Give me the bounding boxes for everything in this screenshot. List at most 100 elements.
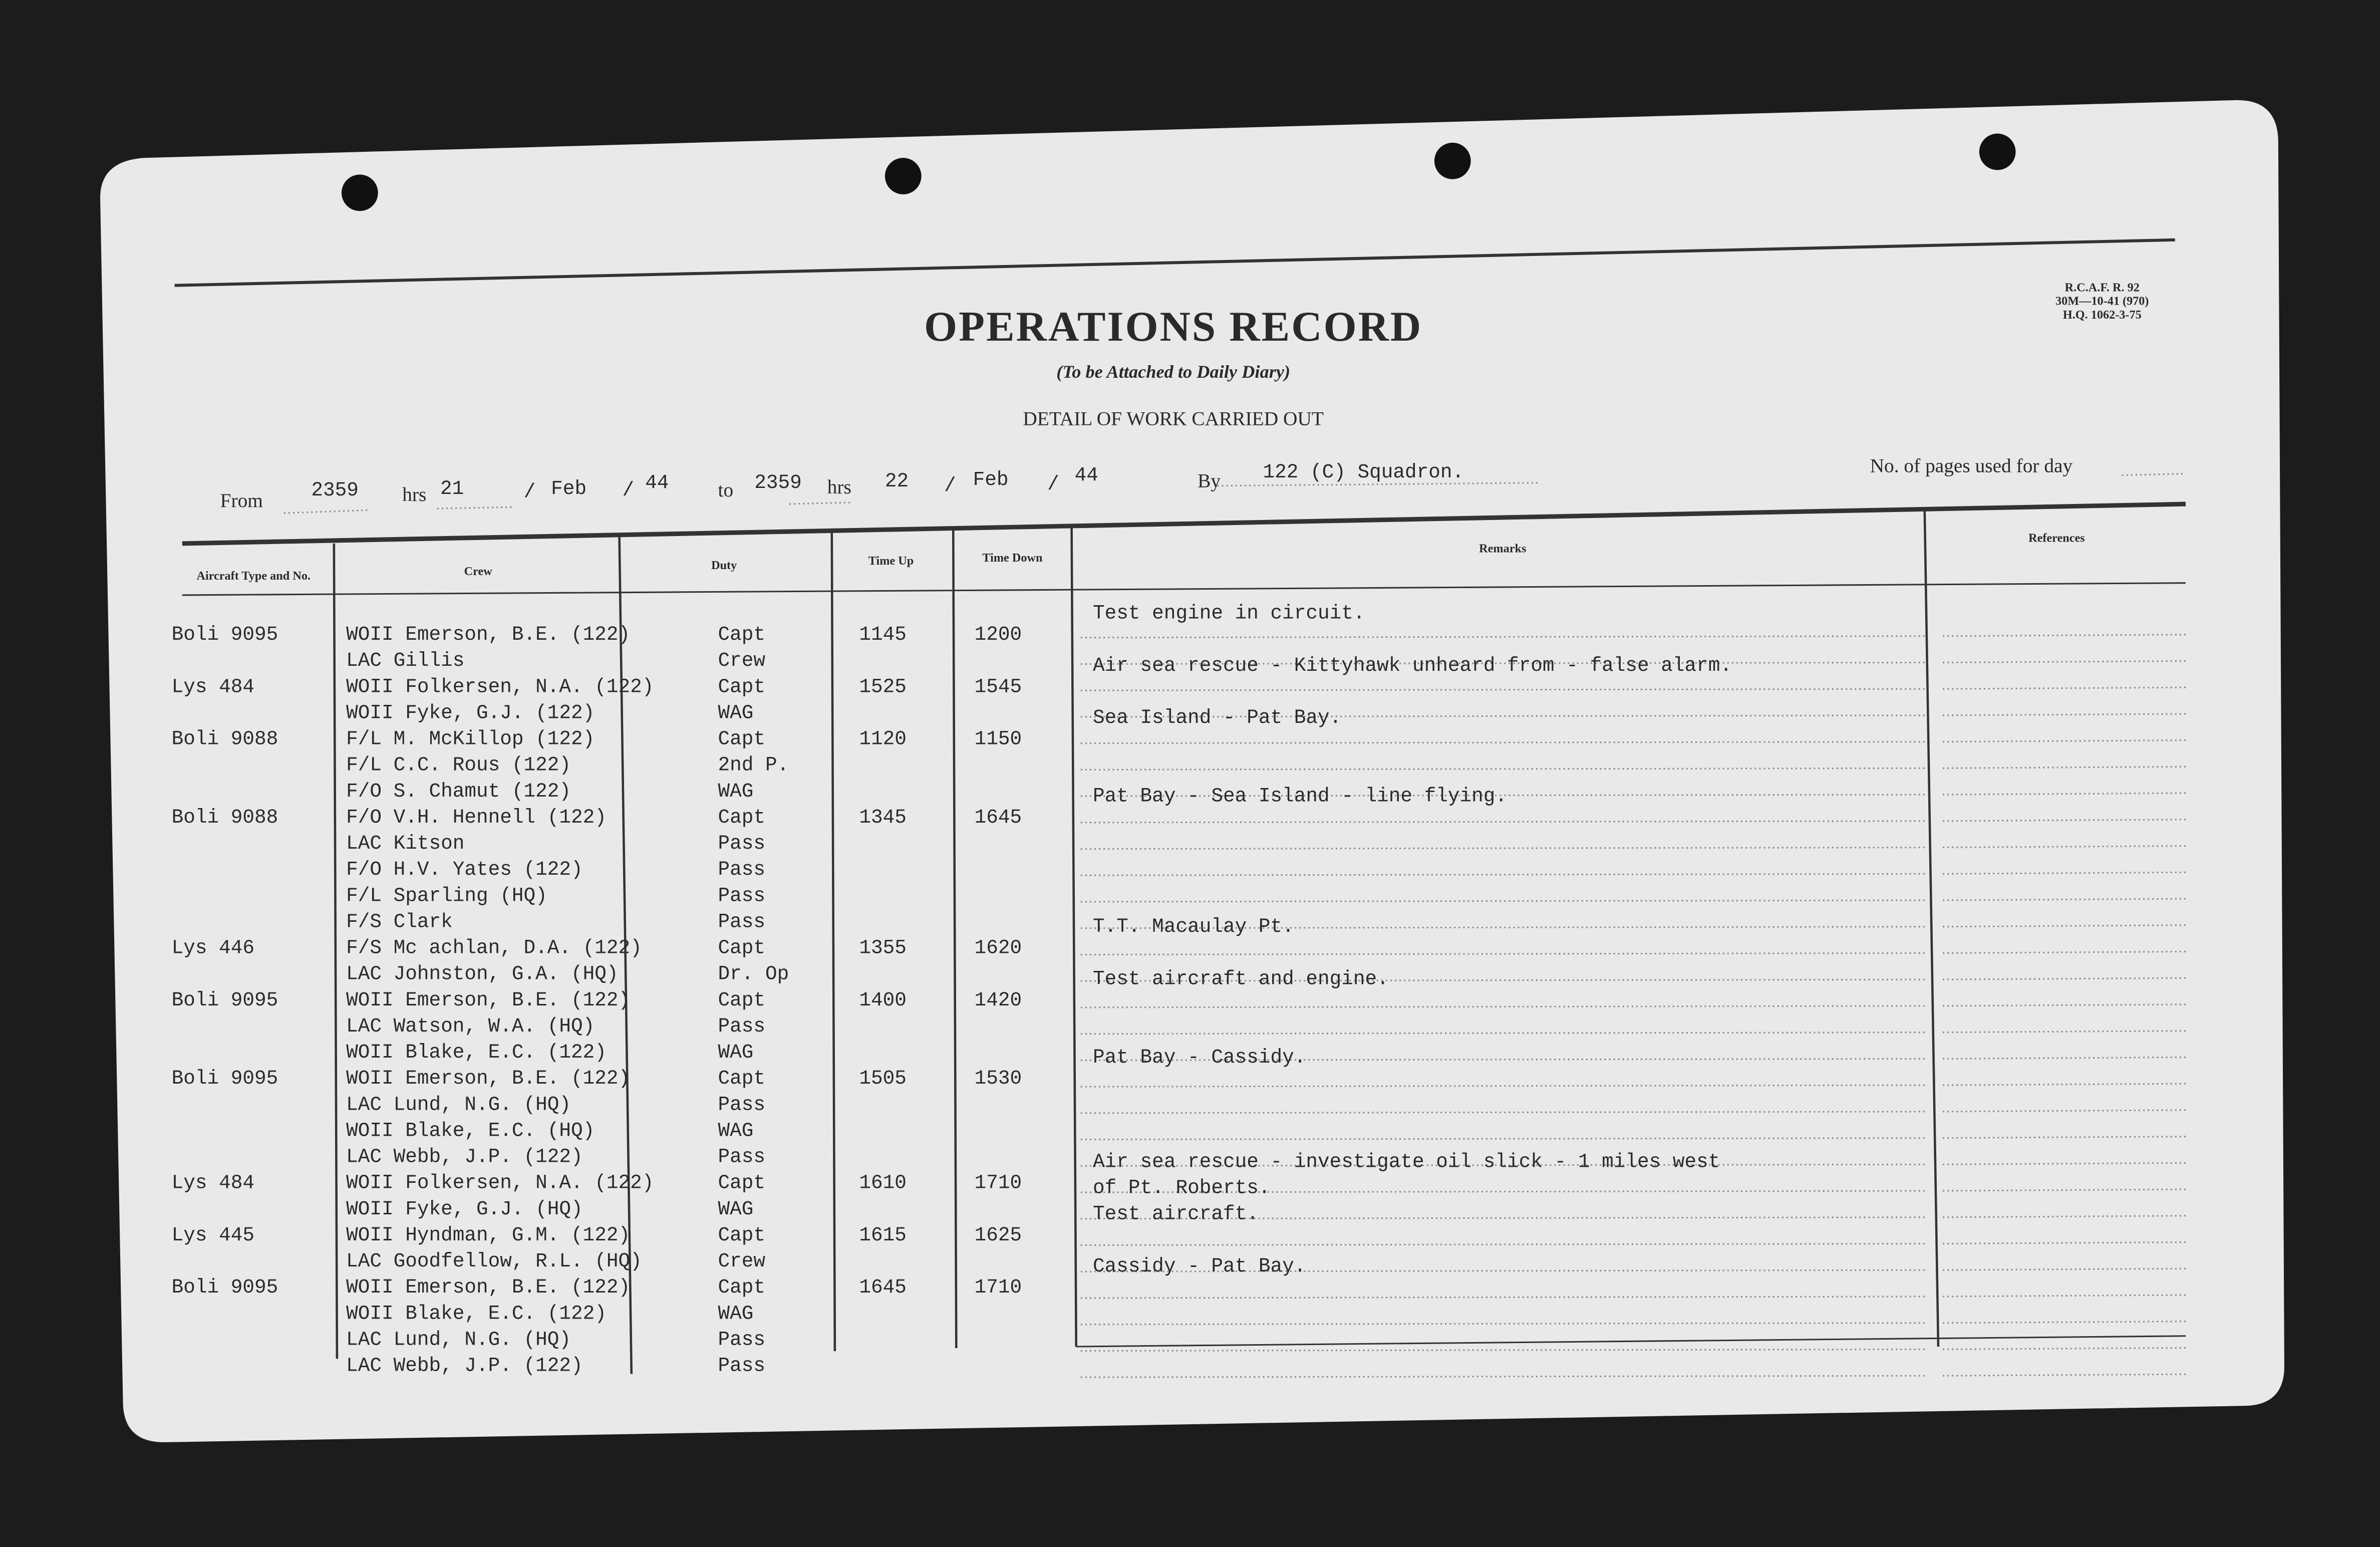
dotted-line — [2122, 472, 2186, 476]
punch-holes — [341, 133, 2016, 211]
dotted-line — [789, 501, 850, 505]
cell-duty: Capt — [718, 675, 766, 698]
cell-crew: F/L C.C. Rous (122) — [346, 754, 571, 777]
cell-duty: WAG — [718, 1041, 754, 1064]
cell-crew: F/S Clark — [346, 910, 453, 933]
cell-up: 1610 — [859, 1172, 907, 1194]
cell-up: 1400 — [859, 989, 907, 1011]
cell-duty: Capt — [718, 1276, 766, 1299]
form-code: R.C.A.F. R. 92 — [2065, 281, 2140, 294]
cell-crew: F/S Mc achlan, D.A. (122) — [346, 937, 642, 959]
column-header: Time Up — [868, 554, 914, 568]
cell-type: Boli 9095 — [172, 1067, 278, 1090]
cell-duty: Capt — [718, 806, 766, 829]
cell-crew: WOII Blake, E.C. (HQ) — [346, 1119, 594, 1142]
paper — [100, 100, 2284, 1442]
period-sep: / — [944, 474, 956, 497]
cell-duty: Capt — [718, 1172, 766, 1194]
cell-duty: Pass — [718, 1328, 766, 1351]
period-sep: / — [524, 480, 536, 503]
column-header: References — [2028, 531, 2085, 545]
cell-crew: F/O V.H. Hennell (122) — [346, 806, 607, 829]
cell-crew: F/O S. Chamut (122) — [346, 780, 571, 803]
cell-up: 1345 — [859, 806, 907, 829]
column-header: Remarks — [1479, 542, 1526, 556]
cell-remarks: Test engine in circuit. — [1093, 602, 1365, 625]
form-code: 30M—10-41 (970) — [2055, 295, 2149, 308]
cell-crew: LAC Watson, W.A. (HQ) — [346, 1015, 594, 1038]
cell-up: 1120 — [859, 728, 907, 750]
period-from-time: 2359 — [311, 479, 359, 501]
cell-crew: WOII Folkersen, N.A. (122) — [346, 1172, 654, 1194]
cell-crew: LAC Johnston, G.A. (HQ) — [346, 963, 618, 985]
cell-crew: WOII Emerson, B.E. (122) — [346, 1067, 630, 1090]
period-from-label: From — [220, 489, 263, 511]
cell-down: 1420 — [975, 989, 1022, 1011]
cell-up: 1505 — [859, 1067, 907, 1090]
cell-remarks: Air sea rescue - Kittyhawk unheard from … — [1093, 654, 1732, 677]
cell-up: 1355 — [859, 937, 907, 959]
dotted-line — [1217, 482, 1541, 487]
cell-crew: LAC Lund, N.G. (HQ) — [346, 1328, 571, 1351]
cell-crew: WOII Hyndman, G.M. (122) — [346, 1224, 630, 1246]
cell-crew: LAC Gillis — [346, 649, 464, 672]
cell-duty: Crew — [718, 649, 766, 672]
period-pages-label: No. of pages used for day — [1870, 454, 2073, 476]
cell-duty: Crew — [718, 1250, 766, 1272]
cell-type: Boli 9088 — [172, 806, 278, 829]
cell-duty: Pass — [718, 858, 766, 881]
cell-crew: F/L M. McKillop (122) — [346, 728, 594, 750]
subtitle: (To be Attached to Daily Diary) — [1056, 362, 1290, 382]
cell-up: 1525 — [859, 675, 907, 698]
dotted-line — [283, 509, 369, 514]
dotted-lines — [283, 472, 2186, 1378]
cell-duty: Pass — [718, 884, 766, 907]
cell-duty: Dr. Op — [718, 963, 789, 985]
period-to-day: 22 — [885, 470, 909, 492]
cell-crew: F/O H.V. Yates (122) — [346, 858, 583, 881]
period-to-month: Feb — [973, 468, 1009, 491]
detail: DETAIL OF WORK CARRIED OUT — [1023, 407, 1324, 429]
cell-duty: 2nd P. — [718, 754, 789, 777]
cell-crew: WOII Emerson, B.E. (122) — [346, 989, 630, 1011]
cell-down: 1150 — [975, 728, 1022, 750]
cell-duty: WAG — [718, 1302, 754, 1325]
cell-type: Boli 9095 — [172, 989, 278, 1011]
cell-down: 1620 — [975, 937, 1022, 959]
period-to-time: 2359 — [754, 471, 802, 494]
cell-crew: WOII Emerson, B.E. (122) — [346, 1276, 630, 1299]
cell-type: Lys 484 — [172, 1172, 254, 1194]
cell-type: Lys 484 — [172, 675, 254, 698]
cell-remarks: T.T. Macaulay Pt. — [1093, 915, 1294, 938]
cell-crew: WOII Blake, E.C. (122) — [346, 1302, 607, 1325]
cell-down: 1710 — [975, 1172, 1022, 1194]
form-code: H.Q. 1062-3-75 — [2063, 308, 2142, 322]
cell-remarks: Test aircraft. — [1093, 1203, 1259, 1225]
cell-type: Boli 9088 — [172, 728, 278, 750]
cell-duty: WAG — [718, 1198, 754, 1220]
cell-duty: Pass — [718, 1146, 766, 1168]
cell-duty: WAG — [718, 780, 754, 803]
cell-duty: WAG — [718, 1119, 754, 1142]
cell-remarks: Sea Island - Pat Bay. — [1093, 706, 1341, 729]
cell-duty: Pass — [718, 1015, 766, 1038]
cell-crew: LAC Webb, J.P. (122) — [346, 1146, 583, 1168]
cell-type: Boli 9095 — [172, 1276, 278, 1299]
cell-crew: WOII Blake, E.C. (122) — [346, 1041, 607, 1064]
cell-up: 1645 — [859, 1276, 907, 1299]
cell-duty: Capt — [718, 989, 766, 1011]
cell-remarks: Pat Bay - Cassidy. — [1093, 1046, 1306, 1069]
cell-crew: LAC Lund, N.G. (HQ) — [346, 1093, 571, 1116]
cell-duty: Pass — [718, 832, 766, 855]
period-by: 122 (C) Squadron. — [1263, 461, 1464, 483]
period-hrs-label: hrs — [402, 483, 426, 505]
period-sep: / — [623, 479, 635, 501]
cell-duty: Capt — [718, 728, 766, 750]
cell-crew: WOII Emerson, B.E. (122) — [346, 623, 630, 646]
cell-duty: Pass — [718, 1355, 766, 1377]
cell-down: 1645 — [975, 806, 1022, 829]
column-header: Time Down — [982, 551, 1043, 565]
period-to-year: 44 — [1075, 464, 1098, 486]
